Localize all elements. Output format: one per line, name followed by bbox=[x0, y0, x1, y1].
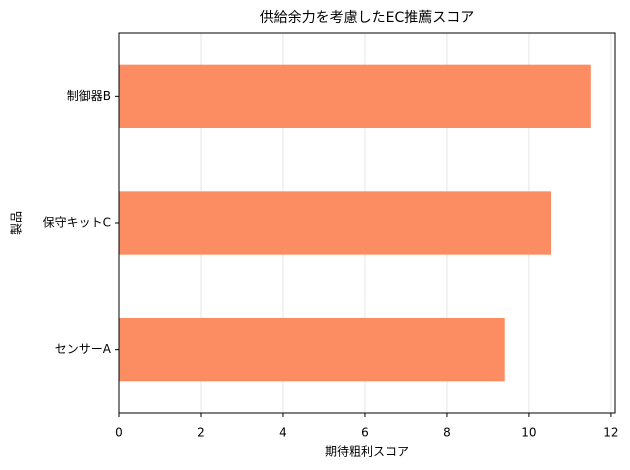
x-tick-label: 0 bbox=[115, 426, 123, 440]
y-tick-label: 保守キットC bbox=[43, 216, 111, 230]
bar bbox=[119, 191, 552, 255]
plot-frame bbox=[118, 32, 616, 414]
y-tick-label: 制御器B bbox=[67, 88, 111, 103]
x-tick-label: 4 bbox=[279, 426, 287, 440]
x-tick-label: 12 bbox=[603, 426, 618, 440]
x-tick-label: 6 bbox=[361, 426, 369, 440]
x-tick-label: 8 bbox=[443, 426, 451, 440]
y-tick-label: センサーA bbox=[55, 342, 112, 356]
chart-title: 供給余力を考慮したEC推薦スコア bbox=[260, 9, 475, 26]
bar bbox=[119, 318, 505, 382]
x-tick-label: 2 bbox=[197, 426, 205, 440]
bar bbox=[119, 64, 591, 128]
x-axis-label: 期待粗利スコア bbox=[325, 445, 409, 459]
y-axis-label: 製品 bbox=[10, 211, 24, 235]
x-tick-label: 10 bbox=[521, 426, 536, 440]
